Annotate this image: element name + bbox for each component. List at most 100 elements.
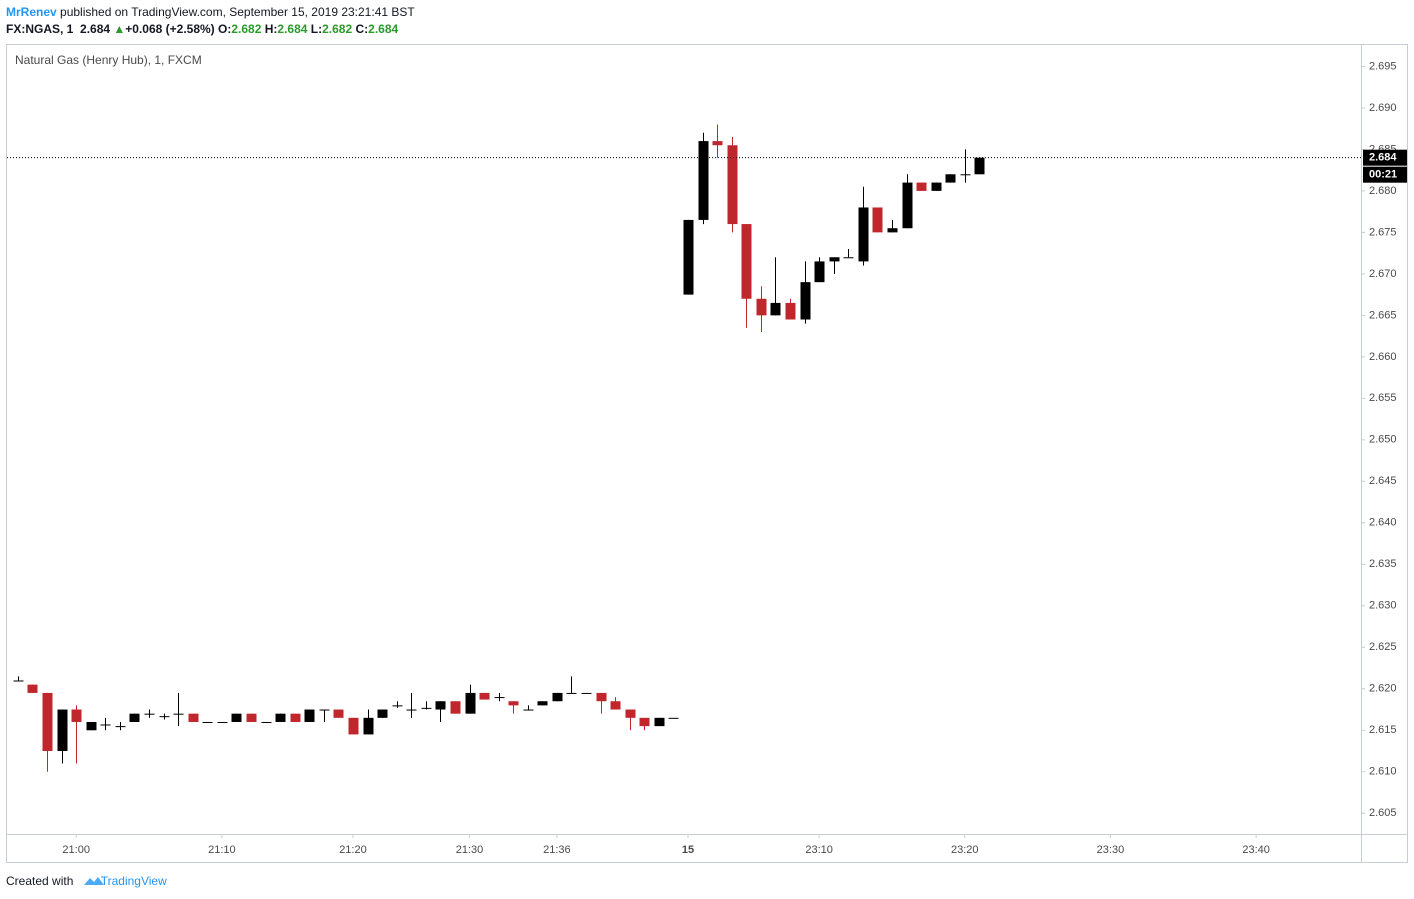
- brand[interactable]: TradingView: [100, 874, 167, 888]
- candle-body: [508, 701, 519, 706]
- candle-body: [304, 709, 315, 722]
- candle-body: [71, 709, 82, 722]
- candle-body: [814, 261, 825, 283]
- candle-body: [668, 717, 679, 719]
- y-tick-label: 2.665: [1369, 309, 1397, 321]
- x-tick-label: 23:20: [951, 844, 979, 856]
- y-tick-label: 2.690: [1369, 102, 1397, 114]
- publish-line: MrRenev published on TradingView.com, Se…: [6, 5, 415, 19]
- candle-body: [581, 692, 592, 694]
- h-label: H:: [264, 22, 278, 36]
- candle-body: [348, 717, 359, 735]
- y-tick-label: 2.655: [1369, 392, 1397, 404]
- candle-body: [57, 709, 68, 752]
- tv-logo: [84, 877, 104, 885]
- y-tick-label: 2.615: [1369, 724, 1397, 736]
- ohlc-line: FX:NGAS, 1 2.684 ▲+0.068 (+2.58%) O:2.68…: [6, 22, 398, 36]
- candle-body: [450, 701, 461, 714]
- candle-body: [129, 713, 140, 722]
- candle-body: [435, 701, 446, 710]
- arrow: ▲: [113, 22, 126, 36]
- x-tick-label: 23:10: [805, 844, 833, 856]
- candle-body: [144, 713, 155, 715]
- candle-body: [698, 141, 709, 220]
- l-value: 2.682: [322, 22, 353, 36]
- last: 2.684: [80, 22, 111, 36]
- candle-body: [27, 684, 38, 693]
- candle-body: [741, 224, 752, 299]
- candle-body: [566, 692, 577, 694]
- candle-body: [421, 707, 432, 709]
- y-tick-label: 2.680: [1369, 185, 1397, 197]
- candle-body: [916, 182, 927, 191]
- y-tick-label: 2.660: [1369, 351, 1397, 363]
- x-tick-label: 15: [682, 844, 694, 856]
- y-tick-label: 2.620: [1369, 683, 1397, 695]
- c-value: 2.684: [368, 22, 399, 36]
- candle-body: [86, 721, 97, 731]
- last-price-tag: [1363, 149, 1407, 166]
- x-tick-label: 21:00: [62, 844, 90, 856]
- y-tick-label: 2.675: [1369, 226, 1397, 238]
- candle-body: [887, 228, 898, 233]
- o-label: O:: [218, 22, 232, 36]
- candle-body: [610, 701, 621, 710]
- author[interactable]: MrRenev: [6, 5, 57, 19]
- candle-body: [654, 717, 665, 727]
- y-tick-label: 2.695: [1369, 60, 1397, 72]
- candle-body: [479, 692, 490, 700]
- candle-body: [465, 692, 476, 714]
- y-tick-label: 2.605: [1369, 807, 1397, 819]
- c-label: C:: [355, 22, 369, 36]
- candle-body: [596, 692, 607, 702]
- candle-body: [945, 174, 956, 183]
- candle-body: [290, 713, 301, 722]
- x-tick-label: 21:30: [456, 844, 484, 856]
- candle-body: [13, 680, 24, 682]
- x-tick-label: 23:30: [1097, 844, 1125, 856]
- candle-body: [800, 282, 811, 320]
- candle-body: [712, 141, 723, 146]
- candle-body: [872, 207, 883, 233]
- created: Created with: [6, 874, 74, 888]
- x-tick-label: 21:10: [208, 844, 236, 856]
- candle-body: [552, 692, 563, 702]
- candle-body: [902, 182, 913, 229]
- change: +0.068 (+2.58%): [125, 22, 215, 36]
- h-value: 2.684: [277, 22, 308, 36]
- candle-body: [246, 713, 257, 722]
- candle-body: [377, 709, 388, 718]
- x-tick-label: 21:36: [543, 844, 571, 856]
- candle-body: [625, 709, 636, 718]
- candle-body: [173, 713, 184, 715]
- candle-body: [727, 145, 738, 225]
- o-value: 2.682: [231, 22, 262, 36]
- candle-body: [960, 174, 971, 176]
- legend-title: Natural Gas (Henry Hub), 1, FXCM: [15, 53, 202, 67]
- candle-body: [115, 726, 126, 728]
- candle-body: [494, 697, 505, 699]
- candle-body: [217, 721, 228, 723]
- last-price-label: 2.684: [1369, 152, 1397, 164]
- candle-body: [843, 257, 854, 259]
- published: published on TradingView.com, September …: [60, 5, 415, 19]
- candle-body: [231, 713, 242, 722]
- y-tick-label: 2.670: [1369, 268, 1397, 280]
- candle-body: [523, 709, 534, 711]
- candle-body: [392, 705, 403, 707]
- candle-body: [537, 701, 548, 706]
- x-tick-label: 23:40: [1242, 844, 1270, 856]
- candle-body: [188, 713, 199, 722]
- symbol: FX:NGAS, 1: [6, 22, 74, 36]
- candle-body: [770, 302, 781, 316]
- y-tick-label: 2.610: [1369, 766, 1397, 778]
- candle-body: [683, 219, 694, 295]
- y-tick-label: 2.650: [1369, 434, 1397, 446]
- countdown-tag: [1363, 166, 1407, 183]
- y-tick-label: 2.640: [1369, 517, 1397, 529]
- x-tick-label: 21:20: [339, 844, 367, 856]
- y-tick-label: 2.625: [1369, 641, 1397, 653]
- candle-body: [159, 716, 170, 718]
- y-tick-label: 2.635: [1369, 558, 1397, 570]
